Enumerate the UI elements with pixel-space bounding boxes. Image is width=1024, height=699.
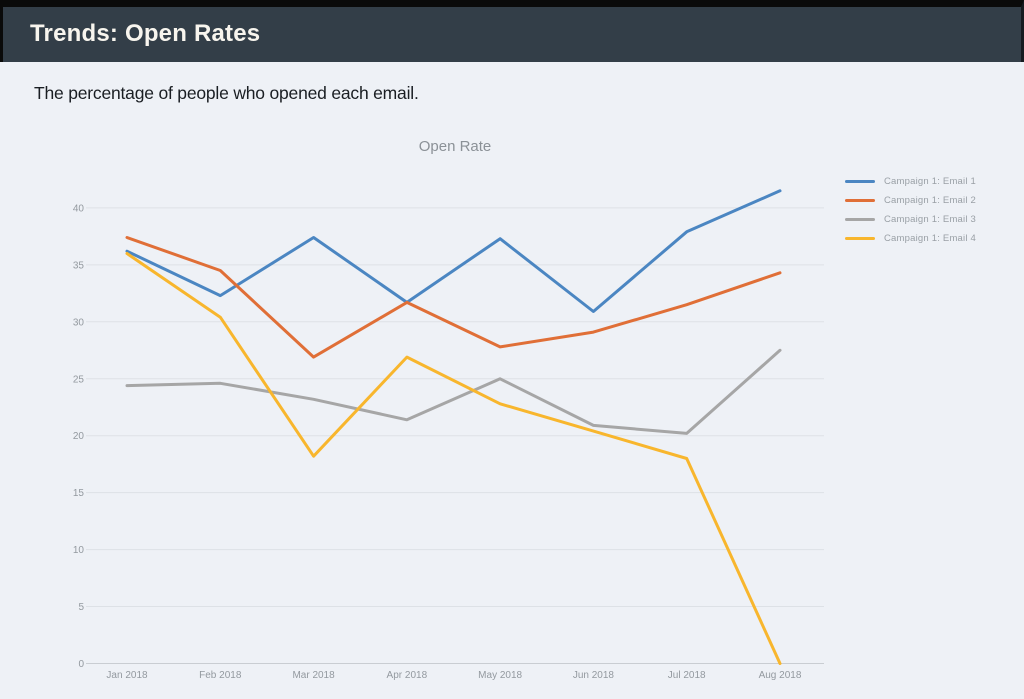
y-tick-label: 30	[73, 317, 85, 328]
series-line-2	[125, 236, 782, 359]
legend-swatch	[845, 199, 875, 202]
y-tick-label: 20	[73, 431, 85, 442]
legend-item[interactable]: Campaign 1: Email 4	[845, 229, 1015, 248]
legend-label: Campaign 1: Email 1	[884, 176, 976, 187]
y-tick-label: 35	[73, 260, 85, 271]
x-tick-label: Jul 2018	[668, 670, 706, 681]
legend-swatch	[845, 237, 875, 240]
x-tick-label: Apr 2018	[387, 670, 428, 681]
y-tick-label: 25	[73, 374, 85, 385]
x-tick-label: Mar 2018	[292, 670, 335, 681]
series-line-4	[125, 252, 782, 665]
legend-label: Campaign 1: Email 4	[884, 233, 976, 244]
legend-label: Campaign 1: Email 2	[884, 195, 976, 206]
x-tick-label: Feb 2018	[199, 670, 242, 681]
legend-item[interactable]: Campaign 1: Email 2	[845, 191, 1015, 210]
series-line-1	[125, 189, 782, 313]
x-tick-label: Jan 2018	[106, 670, 148, 681]
y-tick-label: 40	[73, 203, 85, 214]
report-header: Trends: Open Rates	[0, 0, 1024, 62]
legend-item[interactable]: Campaign 1: Email 1	[845, 172, 1015, 191]
series-line-3	[125, 348, 782, 435]
y-tick-label: 0	[78, 659, 84, 670]
legend-label: Campaign 1: Email 3	[884, 214, 976, 225]
legend-item[interactable]: Campaign 1: Email 3	[845, 210, 1015, 229]
report-subtitle: The percentage of people who opened each…	[34, 83, 419, 103]
x-tick-label: Jun 2018	[573, 670, 615, 681]
x-tick-label: Aug 2018	[759, 670, 802, 681]
chart-legend: Campaign 1: Email 1 Campaign 1: Email 2 Ca…	[845, 172, 1015, 248]
y-tick-label: 10	[73, 545, 85, 556]
legend-swatch	[845, 180, 875, 183]
y-tick-label: 5	[78, 602, 84, 613]
page-title: Trends: Open Rates	[30, 20, 261, 47]
legend-swatch	[845, 218, 875, 221]
chart-title: Open Rate	[419, 138, 492, 155]
y-tick-label: 15	[73, 488, 85, 499]
x-tick-label: May 2018	[478, 670, 522, 681]
